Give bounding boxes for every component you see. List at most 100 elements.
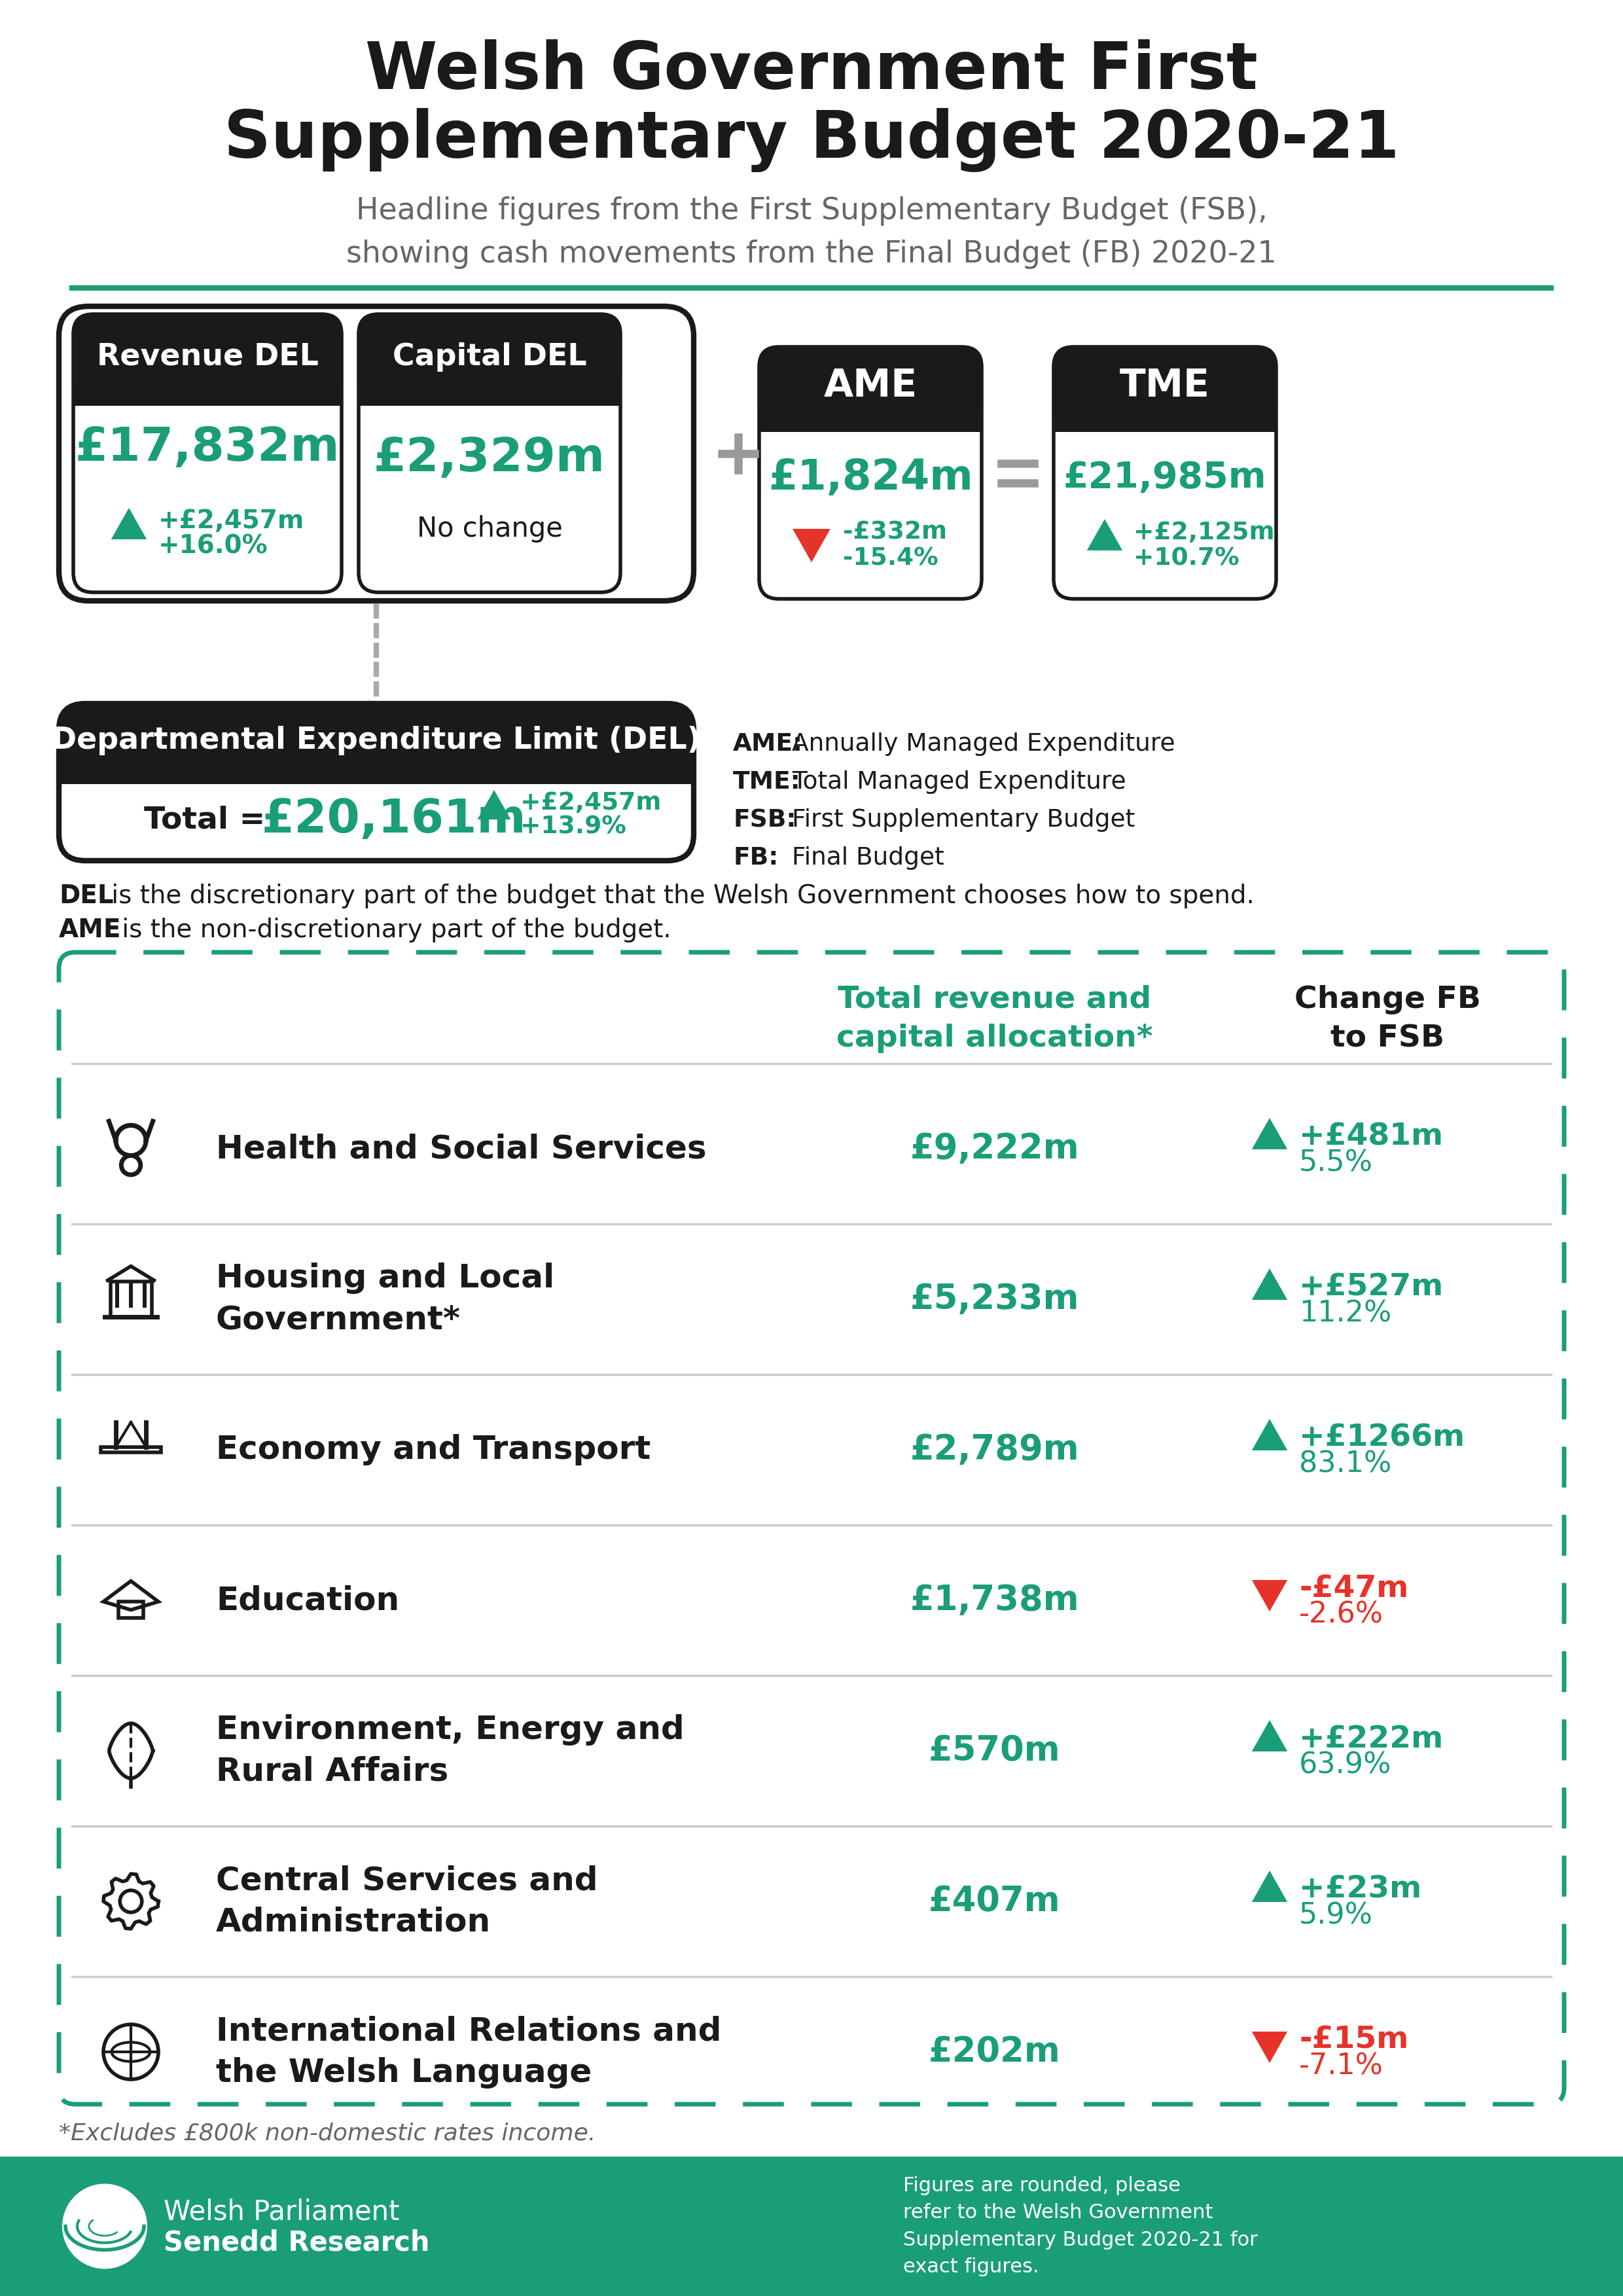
Bar <box>359 372 620 406</box>
Text: Health and Social Services: Health and Social Services <box>216 1132 706 1164</box>
FancyBboxPatch shape <box>760 347 982 429</box>
Text: +£222m: +£222m <box>1298 1724 1443 1754</box>
Text: TME:: TME: <box>734 771 800 794</box>
FancyBboxPatch shape <box>359 315 620 402</box>
FancyBboxPatch shape <box>73 315 341 592</box>
Text: TME: TME <box>1120 367 1211 404</box>
Text: £2,329m: £2,329m <box>373 436 605 480</box>
Text: +£1266m: +£1266m <box>1298 1424 1464 1453</box>
Polygon shape <box>1251 1419 1287 1451</box>
Polygon shape <box>110 507 146 540</box>
Polygon shape <box>1251 1118 1287 1150</box>
Text: +£2,125m: +£2,125m <box>1133 521 1274 544</box>
Text: Total Managed Expenditure: Total Managed Expenditure <box>792 771 1126 794</box>
Bar <box>1053 400 1276 432</box>
Text: is the discretionary part of the budget that the Welsh Government chooses how to: is the discretionary part of the budget … <box>104 884 1255 909</box>
Text: -£47m: -£47m <box>1298 1573 1409 1603</box>
Circle shape <box>62 2183 148 2268</box>
Text: Total =: Total = <box>144 806 265 836</box>
Text: Housing and Local
Government*: Housing and Local Government* <box>216 1263 555 1336</box>
Text: Change FB
to FSB: Change FB to FSB <box>1294 985 1480 1054</box>
Bar <box>0 2156 1623 2296</box>
Text: Senedd Research: Senedd Research <box>164 2229 430 2257</box>
Bar <box>115 1283 118 1309</box>
Text: Economy and Transport: Economy and Transport <box>216 1435 651 1465</box>
Text: +10.7%: +10.7% <box>1133 546 1240 569</box>
Bar <box>110 1281 151 1318</box>
Polygon shape <box>1087 519 1123 551</box>
FancyBboxPatch shape <box>359 315 620 592</box>
FancyBboxPatch shape <box>760 347 982 599</box>
Text: 5.9%: 5.9% <box>1298 1901 1373 1931</box>
Bar <box>58 755 693 785</box>
Text: £21,985m: £21,985m <box>1063 459 1266 496</box>
Text: Welsh Government First: Welsh Government First <box>365 39 1258 103</box>
FancyBboxPatch shape <box>58 305 693 602</box>
Polygon shape <box>1251 1580 1287 1612</box>
Text: International Relations and
the Welsh Language: International Relations and the Welsh La… <box>216 2016 722 2089</box>
Text: AME: AME <box>58 918 122 941</box>
Text: £5,233m: £5,233m <box>911 1281 1079 1316</box>
Text: £1,738m: £1,738m <box>911 1584 1079 1616</box>
Text: 63.9%: 63.9% <box>1298 1752 1391 1779</box>
Text: -£332m: -£332m <box>842 521 948 544</box>
Text: +£2,457m: +£2,457m <box>521 792 661 815</box>
Text: 11.2%: 11.2% <box>1298 1300 1391 1327</box>
Text: Education: Education <box>216 1584 399 1616</box>
Text: Welsh Parliament: Welsh Parliament <box>164 2197 399 2225</box>
Bar <box>118 1603 143 1619</box>
Bar <box>101 1446 161 1453</box>
Bar <box>73 372 341 406</box>
Polygon shape <box>477 790 511 820</box>
Bar <box>143 1283 146 1309</box>
Text: -15.4%: -15.4% <box>842 546 938 569</box>
Text: Supplementary Budget 2020-21: Supplementary Budget 2020-21 <box>224 108 1399 172</box>
Text: £2,789m: £2,789m <box>911 1433 1079 1467</box>
Text: Headline figures from the First Supplementary Budget (FSB),
showing cash movemen: Headline figures from the First Suppleme… <box>346 197 1277 269</box>
Text: AME:: AME: <box>734 732 803 755</box>
Text: +£23m: +£23m <box>1298 1876 1422 1903</box>
FancyBboxPatch shape <box>1053 347 1276 429</box>
Text: Central Services and
Administration: Central Services and Administration <box>216 1864 597 1938</box>
Text: FSB:: FSB: <box>734 808 797 831</box>
Text: Annually Managed Expenditure: Annually Managed Expenditure <box>792 732 1175 755</box>
Text: +£527m: +£527m <box>1298 1272 1443 1302</box>
Text: 5.5%: 5.5% <box>1298 1148 1373 1178</box>
Polygon shape <box>1251 1871 1287 1901</box>
Text: +£481m: +£481m <box>1298 1123 1443 1153</box>
Text: AME: AME <box>823 367 917 404</box>
Text: Environment, Energy and
Rural Affairs: Environment, Energy and Rural Affairs <box>216 1715 685 1786</box>
Text: £17,832m: £17,832m <box>75 425 339 471</box>
Text: £1,824m: £1,824m <box>768 457 972 498</box>
Text: DEL: DEL <box>58 884 114 909</box>
Text: -£15m: -£15m <box>1298 2025 1409 2055</box>
Polygon shape <box>1251 1267 1287 1300</box>
Text: Total revenue and
capital allocation*: Total revenue and capital allocation* <box>836 985 1152 1054</box>
Text: -2.6%: -2.6% <box>1298 1600 1383 1628</box>
Text: Revenue DEL: Revenue DEL <box>97 342 318 372</box>
Text: is the non-discretionary part of the budget.: is the non-discretionary part of the bud… <box>114 918 672 941</box>
Bar <box>128 1283 133 1309</box>
Text: £407m: £407m <box>928 1885 1061 1919</box>
Polygon shape <box>1251 1720 1287 1752</box>
Text: +£2,457m: +£2,457m <box>159 507 305 533</box>
Bar <box>760 400 982 432</box>
Polygon shape <box>1251 2032 1287 2064</box>
FancyBboxPatch shape <box>58 953 1565 2103</box>
Text: £9,222m: £9,222m <box>911 1132 1079 1166</box>
Text: £202m: £202m <box>928 2034 1061 2069</box>
Text: 83.1%: 83.1% <box>1298 1451 1391 1479</box>
Text: Capital DEL: Capital DEL <box>393 342 586 372</box>
Text: Figures are rounded, please
refer to the Welsh Government
Supplementary Budget 2: Figures are rounded, please refer to the… <box>902 2177 1258 2278</box>
Text: No change: No change <box>417 514 563 542</box>
Text: £570m: £570m <box>928 1733 1061 1768</box>
Text: £20,161m: £20,161m <box>261 797 526 843</box>
Text: Final Budget: Final Budget <box>792 847 945 870</box>
Text: -7.1%: -7.1% <box>1298 2053 1383 2080</box>
Text: FB:: FB: <box>734 847 779 870</box>
Text: +13.9%: +13.9% <box>521 815 626 838</box>
FancyBboxPatch shape <box>58 703 693 861</box>
Text: First Supplementary Budget: First Supplementary Budget <box>792 808 1134 831</box>
FancyBboxPatch shape <box>1053 347 1276 599</box>
FancyBboxPatch shape <box>58 703 693 781</box>
